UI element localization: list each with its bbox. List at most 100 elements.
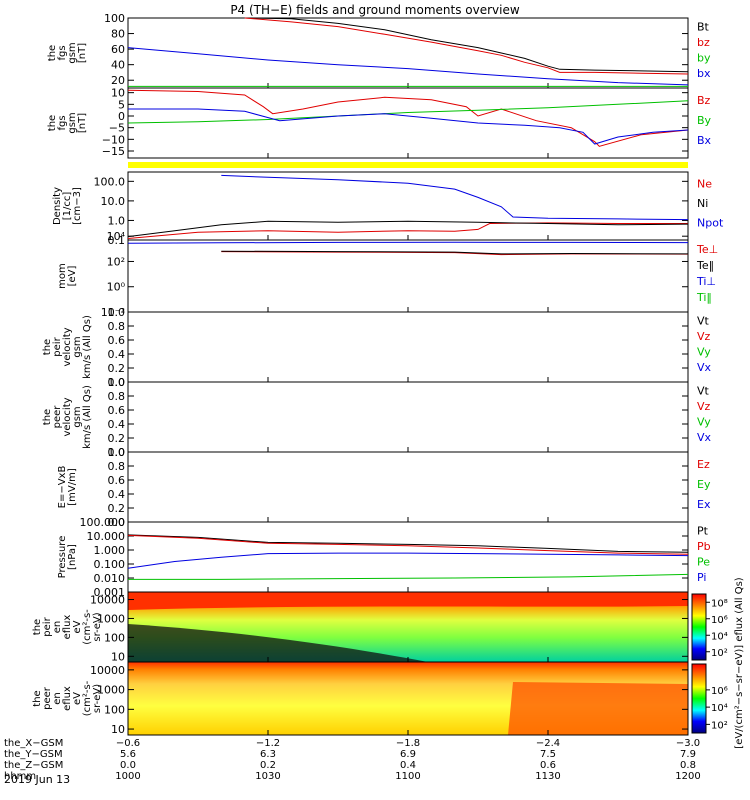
series-line-Pb <box>127 534 689 555</box>
y-axis-label: gsm <box>67 42 78 63</box>
y-tick-label: 1000 <box>97 684 125 697</box>
legend-by: by <box>697 52 711 65</box>
y-axis-label: eflux <box>62 615 73 640</box>
colorbar-label: [eV/(cm²−s−sr−eV)] eflux (All Qs) <box>734 577 745 749</box>
y-tick-label: 20 <box>111 74 125 87</box>
y-axis-label: en <box>52 692 63 705</box>
y-axis-label: E=−VxB <box>57 466 68 509</box>
y-axis-label: gsm <box>67 112 78 133</box>
panel-frame <box>127 239 689 313</box>
y-tick-label: 10.000 <box>87 530 126 543</box>
y-tick-label: 80 <box>111 28 125 41</box>
y-tick-label: 5 <box>118 98 125 111</box>
y-axis-label: [cm−3] <box>72 187 83 225</box>
legend-By: By <box>697 114 712 127</box>
y-tick-label: 0.100 <box>94 558 126 571</box>
y-tick-label: 100.0 <box>94 175 126 188</box>
legend-Vz: Vz <box>697 330 711 343</box>
y-tick-label: 0.2 <box>108 362 126 375</box>
y-tick-label: 0.6 <box>108 404 126 417</box>
legend-bz: bz <box>697 36 710 49</box>
colorbar-tick-label: 10⁶ <box>711 686 728 697</box>
x-row-label: the_X−GSM <box>4 738 63 749</box>
y-tick-label: 1.0 <box>108 306 126 319</box>
y-tick-label: 100 <box>104 631 125 644</box>
series-line-Ni <box>127 220 689 238</box>
x-tick-label: 7.5 <box>540 749 556 760</box>
y-axis-label: eflux <box>62 686 73 711</box>
y-tick-label: 0 <box>118 110 125 123</box>
panel-3: 100.0 10.0 1.0 0.1 Density [1/cc] [cm−3] Ne Ni Np… <box>52 171 724 247</box>
y-tick-label: 100 <box>104 12 125 25</box>
y-tick-label: 1.000 <box>94 544 126 557</box>
x-tick-label: 7.9 <box>680 749 696 760</box>
legend-Bz: Bz <box>697 94 711 107</box>
y-axis-label: the <box>32 690 43 706</box>
y-tick-label: 10 <box>111 87 125 100</box>
x-tick-label: 1100 <box>395 771 420 782</box>
series-line-Te‖ <box>221 250 689 255</box>
x-tick-label: 1130 <box>535 771 560 782</box>
legend-Vt: Vt <box>697 384 710 397</box>
series-line-Pt <box>127 534 689 553</box>
legend-Bx: Bx <box>697 134 712 147</box>
y-tick-label: −5 <box>109 122 125 135</box>
y-tick-label: 10 <box>111 723 125 736</box>
colorbar-tick-label: 10⁸ <box>711 598 728 609</box>
x-tick-label: 1200 <box>675 771 700 782</box>
y-axis-label: Density <box>52 187 63 225</box>
y-axis-label: the <box>32 619 43 635</box>
y-tick-label: 100.000 <box>80 516 126 529</box>
plot-title: P4 (TH−E) fields and ground moments over… <box>230 3 520 17</box>
y-tick-label: 10000 <box>90 664 125 677</box>
y-axis-label: velocity <box>62 397 73 436</box>
y-tick-label: 0.4 <box>108 348 126 361</box>
y-tick-label: 40 <box>111 59 125 72</box>
series-line-Pe <box>128 573 689 580</box>
x-tick-label: −3.0 <box>676 738 700 749</box>
x-tick-label: 0.2 <box>260 760 276 771</box>
x-tick-label: 1000 <box>115 771 140 782</box>
colorbar-tick-label: 10² <box>711 648 728 659</box>
legend-Pt: Pt <box>697 524 709 537</box>
spectrogram-hot-region <box>508 682 688 735</box>
series-line-Bt <box>244 17 689 73</box>
series-line-Bz <box>127 89 689 147</box>
legend-Ez: Ez <box>697 458 710 471</box>
y-tick-label: 0.2 <box>108 502 126 515</box>
y-tick-label: −10 <box>102 133 125 146</box>
y-axis-label: eV <box>72 692 83 705</box>
x-tick-label: 0.6 <box>540 760 556 771</box>
y-tick-label: 60 <box>111 43 125 56</box>
legend-Ti‖: Ti‖ <box>696 291 712 304</box>
panel-frame <box>127 451 689 523</box>
y-axis-label: [nPa] <box>67 544 78 570</box>
series-line-By <box>127 100 689 124</box>
y-tick-label: 10.0 <box>101 195 126 208</box>
y-tick-label: 0.2 <box>108 432 126 445</box>
y-tick-label: 1000 <box>97 612 125 625</box>
y-axis-label: km/s (All Qs) <box>82 315 93 379</box>
x-tick-label: −2.4 <box>536 738 560 749</box>
y-axis-label: mom <box>57 263 68 289</box>
y-tick-label: 10⁴ <box>107 230 126 243</box>
panel-frame <box>127 521 689 593</box>
panel-frame <box>127 17 689 89</box>
legend-Te‖: Te‖ <box>696 259 714 272</box>
y-tick-label: 10² <box>107 255 125 268</box>
y-tick-label: 0.010 <box>94 572 126 585</box>
y-axis-label: velocity <box>62 327 73 366</box>
x-tick-label: −1.8 <box>396 738 420 749</box>
y-axis-label: fgs <box>57 45 68 60</box>
legend-Ex: Ex <box>697 498 711 511</box>
y-tick-label: 0.1 <box>108 234 126 247</box>
y-tick-label: 1.0 <box>108 214 126 227</box>
panel-1: 100 80 60 40 20 the fgs gsm [nT] Bt bz by bx <box>47 12 711 89</box>
y-axis-label: sr-eV) <box>92 684 103 713</box>
y-axis-label: (cm²-s- <box>82 680 93 716</box>
legend-Vy: Vy <box>697 416 711 429</box>
